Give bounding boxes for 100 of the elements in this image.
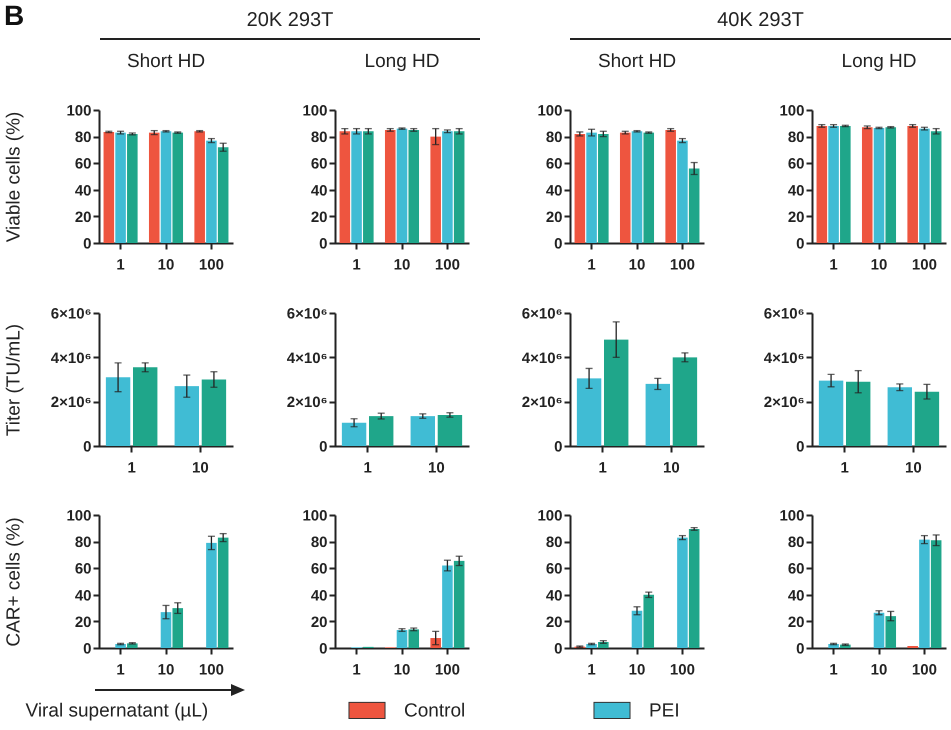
- y-tick-label: 40: [74, 587, 92, 604]
- x-tick-label: 1: [587, 256, 596, 274]
- x-tick-label: 100: [670, 256, 695, 274]
- x-tick-label: 1: [363, 460, 372, 476]
- x-tick-label: 10: [905, 460, 922, 476]
- x-tick-label: 1: [116, 662, 125, 678]
- y-tick-label: 40: [546, 587, 562, 604]
- chart-title: Short HD: [126, 51, 206, 72]
- y-tick-label: 20: [788, 208, 804, 226]
- y-tick-label: 4×10⁶: [522, 350, 562, 367]
- y-tick-label: 0: [796, 438, 804, 456]
- y-tick-label: 0: [319, 438, 328, 456]
- y-tick-label: 0: [83, 236, 92, 252]
- y-tick-label: 2×10⁶: [50, 394, 92, 412]
- text: B: [4, 0, 24, 32]
- y-tick-label: 40: [788, 182, 804, 200]
- y-tick-label: 40: [74, 182, 92, 200]
- y-tick-label: 6×10⁶: [522, 306, 562, 322]
- y-tick-label: 80: [546, 129, 562, 146]
- y-tick-label: 80: [74, 129, 92, 146]
- text: 20K 293T: [100, 6, 480, 40]
- y-tick-label: 0: [554, 640, 562, 658]
- x-tick-label: 1: [829, 662, 838, 678]
- x-tick-label: 100: [912, 256, 937, 274]
- y-tick-label: 100: [66, 102, 92, 120]
- x-tick-label: 10: [870, 256, 888, 274]
- x-tick-label: 1: [352, 256, 361, 274]
- y-tick-label: 100: [537, 102, 562, 120]
- y-tick-label: 20: [74, 208, 92, 226]
- y-tick-label: 60: [788, 560, 804, 578]
- y-tick-label: 20: [310, 208, 328, 226]
- y-tick-label: 0: [796, 640, 804, 658]
- x-tick-label: 10: [158, 256, 174, 274]
- y-axis-title: Viable cells (%): [4, 112, 24, 242]
- y-tick-label: 80: [310, 534, 328, 552]
- y-tick-label: 40: [310, 587, 328, 604]
- y-tick-label: 0: [796, 236, 804, 252]
- y-tick-label: 0: [319, 640, 328, 658]
- x-tick-label: 10: [192, 460, 209, 476]
- chart-title: Short HD: [598, 51, 676, 72]
- x-tick-label: 10: [428, 460, 445, 476]
- y-tick-label: 0: [83, 438, 92, 456]
- x-tick-label: 1: [127, 460, 136, 476]
- chart-title: Long HD: [842, 51, 916, 72]
- y-tick-label: 20: [74, 614, 92, 631]
- y-tick-label: 100: [537, 508, 562, 524]
- y-tick-label: 20: [546, 208, 562, 226]
- x-tick-label: 100: [434, 256, 460, 274]
- y-tick-label: 0: [319, 236, 328, 252]
- y-tick-label: 0: [83, 640, 92, 658]
- y-tick-label: 0: [554, 438, 562, 456]
- y-tick-label: 0: [554, 236, 562, 252]
- y-tick-label: 100: [302, 508, 328, 524]
- x-tick-label: 1: [352, 662, 361, 678]
- y-tick-label: 4×10⁶: [764, 350, 804, 367]
- y-tick-label: 60: [788, 156, 804, 173]
- y-tick-label: 60: [546, 560, 562, 578]
- y-tick-label: 20: [546, 614, 562, 631]
- y-tick-label: 80: [788, 534, 804, 552]
- x-tick-label: 100: [434, 662, 460, 678]
- x-tick-label: 10: [158, 662, 174, 678]
- y-tick-label: 6×10⁶: [50, 306, 92, 322]
- x-tick-label: 1: [829, 256, 838, 274]
- y-tick-label: 40: [310, 182, 328, 200]
- y-tick-label: 2×10⁶: [286, 394, 328, 412]
- y-tick-label: 100: [302, 102, 328, 120]
- y-tick-label: 2×10⁶: [764, 394, 804, 412]
- x-tick-label: 1: [116, 256, 125, 274]
- y-tick-label: 6×10⁶: [286, 306, 328, 322]
- y-tick-label: 4×10⁶: [50, 350, 92, 367]
- y-axis-title: Titer (TU/mL): [4, 324, 24, 436]
- x-tick-label: 10: [628, 256, 646, 274]
- y-tick-label: 20: [788, 614, 804, 631]
- y-tick-label: 2×10⁶: [522, 394, 562, 412]
- y-tick-label: 80: [788, 129, 804, 146]
- y-tick-label: 40: [788, 587, 804, 604]
- y-tick-label: 40: [546, 182, 562, 200]
- y-tick-label: 100: [66, 508, 92, 524]
- y-tick-label: 20: [310, 614, 328, 631]
- y-tick-label: 80: [310, 129, 328, 146]
- y-tick-label: 80: [74, 534, 92, 552]
- x-tick-label: 10: [870, 662, 888, 678]
- y-axis-title: CAR+ cells (%): [4, 517, 24, 647]
- legend-label: PEI: [649, 700, 680, 722]
- y-tick-label: 4×10⁶: [286, 350, 328, 367]
- x-tick-label: 1: [587, 662, 596, 678]
- x-tick-label: 10: [663, 460, 680, 476]
- y-tick-label: 60: [74, 560, 92, 578]
- x-tick-label: 100: [198, 256, 224, 274]
- y-tick-label: 60: [74, 156, 92, 173]
- y-tick-label: 100: [779, 508, 804, 524]
- y-tick-label: 60: [546, 156, 562, 173]
- x-tick-label: 10: [394, 662, 410, 678]
- text: 40K 293T: [570, 6, 951, 40]
- x-tick-label: 10: [394, 256, 410, 274]
- y-tick-label: 100: [779, 102, 804, 120]
- x-tick-label: 100: [198, 662, 224, 678]
- x-tick-label: 1: [840, 460, 849, 476]
- y-tick-label: 80: [546, 534, 562, 552]
- x-tick-label: 100: [912, 662, 937, 678]
